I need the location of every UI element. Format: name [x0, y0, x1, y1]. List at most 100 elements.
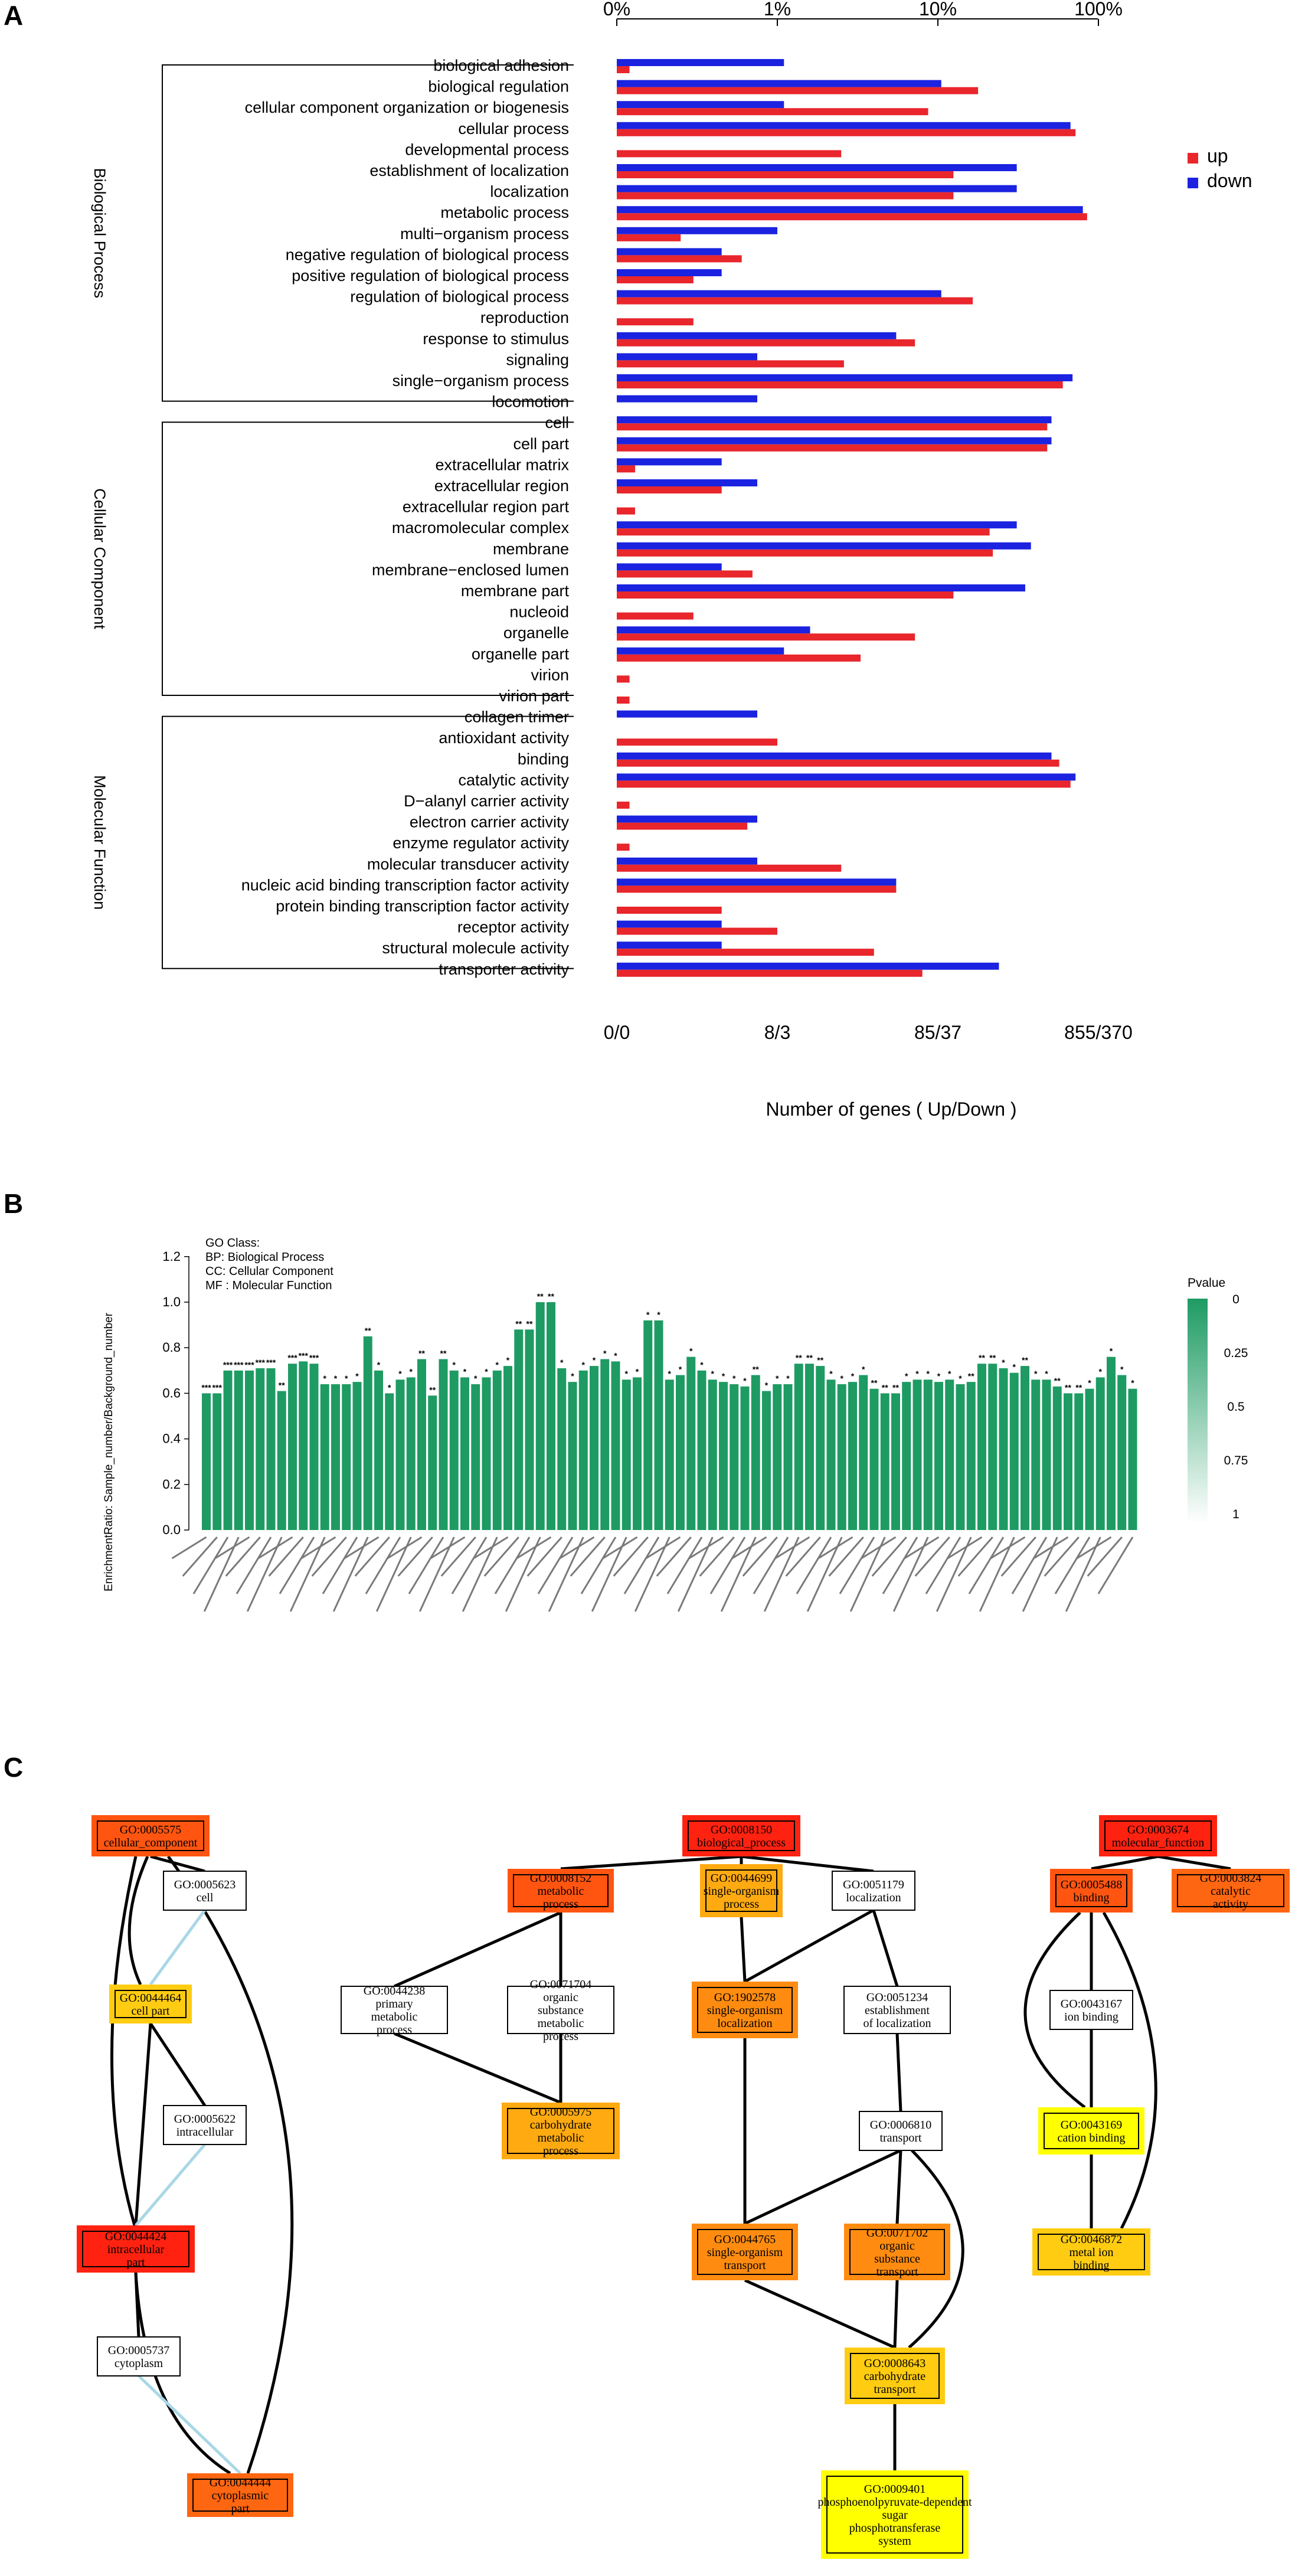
- bar-up: [617, 129, 1076, 136]
- significance-star: **: [418, 1349, 425, 1358]
- go-node-inner-border: [1038, 2234, 1145, 2270]
- enrichment-bar: [633, 1377, 642, 1530]
- bar-up: [617, 549, 993, 557]
- category-label: establishment of localization: [369, 162, 569, 179]
- enrichment-bar: [923, 1379, 933, 1530]
- category-label: signaling: [506, 351, 569, 368]
- enrichment-bar: [234, 1370, 243, 1530]
- enrichment-bar: [406, 1377, 416, 1530]
- bar-up: [617, 192, 954, 200]
- y-tick-label: 0.2: [162, 1477, 181, 1492]
- significance-star: *: [593, 1355, 596, 1365]
- enrichment-bar: [902, 1382, 911, 1530]
- x-axis-label: [332, 1537, 369, 1612]
- bar-down: [617, 332, 897, 339]
- go-node-name: biological_process: [697, 1836, 786, 1849]
- x-axis-label: [904, 1536, 940, 1560]
- enrichment-bar: [945, 1379, 954, 1530]
- x-axis-label: [796, 1537, 832, 1594]
- x-axis-label: [257, 1536, 293, 1560]
- bar-up: [617, 907, 722, 914]
- go-node-id: GO:0005488: [1061, 1878, 1122, 1891]
- go-node-inner-border: [513, 1874, 609, 1907]
- x-axis-label: [828, 1537, 864, 1577]
- go-node-id: GO:0005575: [120, 1823, 181, 1836]
- legend-swatch-up: [1188, 153, 1198, 164]
- go-node-name: carbohydrate: [530, 2119, 592, 2132]
- x-axis-label: [1054, 1537, 1091, 1594]
- group-bracket: [162, 421, 574, 696]
- go-node-inner-border: [507, 2108, 614, 2154]
- go-node-name: activity: [1213, 1898, 1248, 1911]
- bar-down: [617, 353, 758, 361]
- bar-down: [617, 269, 722, 276]
- bar-down: [617, 290, 941, 298]
- pvalue-colorbar: [1188, 1299, 1208, 1523]
- bar-down: [617, 437, 1052, 444]
- go-node-name: process: [543, 2030, 578, 2043]
- legend-label-up: up: [1207, 145, 1228, 166]
- x-axis-label: [505, 1537, 541, 1612]
- y-tick-label: 0.0: [162, 1522, 181, 1537]
- x-axis-label: [979, 1537, 1015, 1612]
- bar-down: [617, 542, 1031, 550]
- x-axis-label: [451, 1537, 488, 1594]
- category-label: cell part: [513, 435, 569, 453]
- pvalue-tick: 1: [1232, 1508, 1239, 1521]
- go-node-name: process: [543, 1898, 578, 1911]
- category-label: reproduction: [480, 309, 569, 326]
- go-node-id: GO:0005975: [530, 2106, 591, 2119]
- x-axis-label: [882, 1537, 918, 1594]
- go-node-box: [77, 2225, 195, 2273]
- go-node-id: GO:0051179: [843, 1878, 904, 1891]
- bar-up: [617, 612, 694, 620]
- go-node-name: phosphoenolpyruvate-dependent: [817, 2496, 972, 2509]
- category-label: extracellular region part: [403, 498, 570, 516]
- x-axis-label: [387, 1536, 423, 1560]
- go-node-id: GO:0043169: [1061, 2119, 1122, 2132]
- graph-edge: [393, 1911, 562, 1988]
- x-axis-label: [656, 1537, 692, 1577]
- enrichment-bar: [934, 1382, 943, 1530]
- graph-edge: [740, 1917, 747, 1982]
- significance-star: *: [506, 1355, 510, 1365]
- bar-up: [617, 423, 1048, 431]
- x-axis-label: [1087, 1537, 1123, 1577]
- significance-star: *: [722, 1371, 725, 1381]
- x-axis-label: [580, 1537, 617, 1594]
- enrichment-bar: [352, 1382, 362, 1530]
- graph-edge: [138, 2375, 241, 2474]
- significance-star: *: [959, 1374, 962, 1383]
- enrichment-bar: [514, 1329, 524, 1530]
- go-node-name: system: [878, 2535, 911, 2548]
- go-node-name: of localization: [864, 2017, 931, 2030]
- go-node-id: GO:0071702: [866, 2227, 928, 2240]
- significance-star: *: [1002, 1358, 1005, 1367]
- category-label: organelle part: [472, 645, 570, 663]
- enrichment-bar: [568, 1382, 577, 1530]
- go-node-id: GO:1902578: [714, 1991, 776, 2004]
- category-labels: biological adhesion biological regulation…: [241, 57, 570, 978]
- pvalue-tick: 0.75: [1224, 1454, 1248, 1467]
- enrichment-bar: [697, 1370, 707, 1530]
- enrichment-bar: [331, 1384, 340, 1530]
- x-axis-label: [322, 1537, 358, 1594]
- top-tick-label: 0%: [603, 0, 630, 19]
- significance-star: *: [732, 1374, 736, 1383]
- x-axis-label: [947, 1536, 983, 1560]
- enrichment-bar: [363, 1336, 372, 1530]
- significance-star: *: [1034, 1369, 1038, 1378]
- go-node-inner-border: [192, 2479, 288, 2512]
- significance-star: *: [915, 1369, 919, 1378]
- group-bracket: [162, 64, 574, 402]
- significance-star: **: [892, 1382, 899, 1392]
- panel-a-label: A: [4, 0, 23, 31]
- x-axis-label: [182, 1537, 218, 1577]
- x-axis-label: [774, 1536, 810, 1560]
- category-label: structural molecule activity: [382, 939, 569, 957]
